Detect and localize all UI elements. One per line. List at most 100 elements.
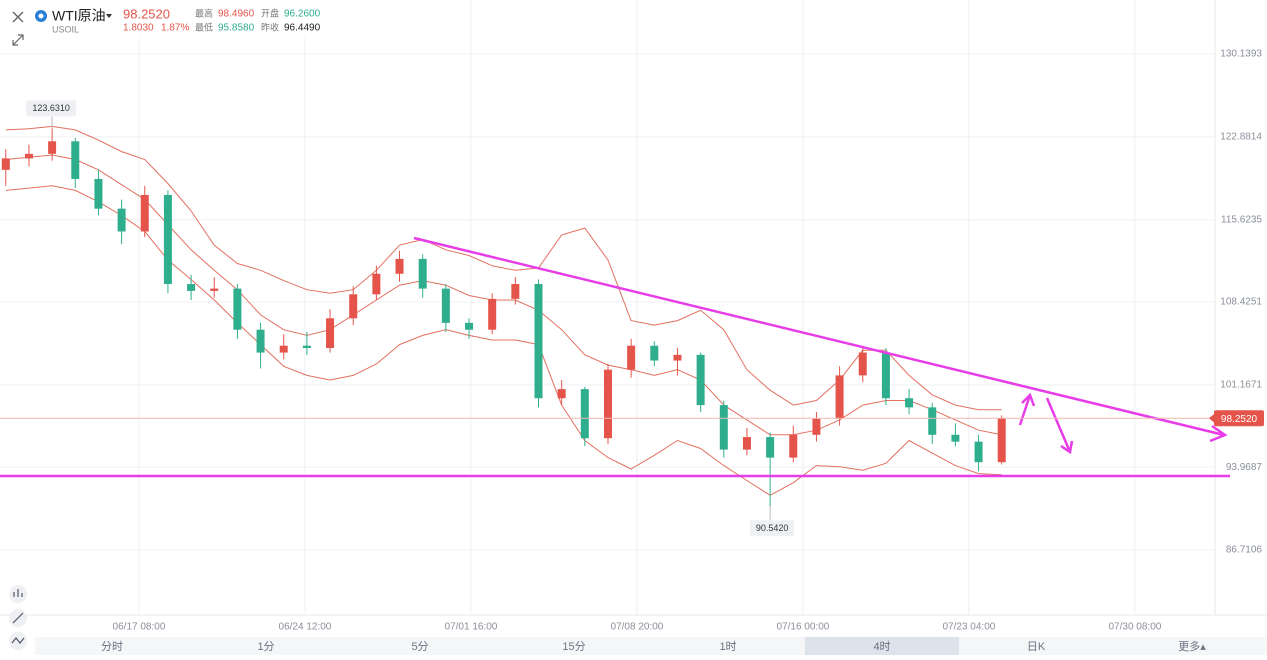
x-tick-label: 07/08 20:00 — [611, 622, 664, 633]
change: 1.8030 — [123, 23, 154, 34]
low-label: 最低 — [195, 21, 213, 32]
timeframe-tab[interactable]: 1时 — [719, 640, 736, 653]
candle-body — [673, 354, 682, 361]
annotation-box — [26, 100, 77, 117]
candle-body — [163, 194, 172, 285]
tabs-bg — [35, 637, 1267, 655]
timeframe-tab[interactable]: 1分 — [257, 640, 274, 653]
candle-body — [94, 178, 103, 209]
open-value: 96.2600 — [284, 9, 321, 20]
candle-body — [302, 345, 311, 348]
last-price: 98.2520 — [123, 6, 170, 21]
candle-body — [951, 434, 960, 442]
candle-body — [210, 288, 219, 291]
candle-body — [881, 352, 890, 399]
candle-body — [488, 298, 497, 330]
candle-body — [766, 437, 775, 458]
header-bg — [0, 0, 420, 38]
candle-body — [719, 405, 728, 450]
candle-body — [974, 441, 983, 463]
candle-body — [603, 369, 612, 439]
candle-body — [395, 258, 404, 274]
prev-close-label: 昨收 — [261, 21, 279, 32]
candle-body — [742, 437, 751, 450]
tool-icons — [11, 589, 25, 644]
x-tick-label: 07/23 04:00 — [942, 622, 995, 633]
trend-drawings — [0, 236, 1230, 478]
tab-selected[interactable] — [805, 637, 959, 655]
timeframe-tab[interactable]: 15分 — [562, 640, 585, 653]
close-button[interactable] — [12, 11, 24, 23]
open-label: 开盘 — [261, 7, 279, 18]
timeframe-tab[interactable]: 4时 — [873, 640, 890, 653]
symbol-name[interactable]: WTI原油 — [52, 8, 106, 24]
low-value: 95.8580 — [218, 23, 255, 34]
candle-body — [418, 258, 427, 289]
last-price-badge — [1214, 410, 1264, 427]
candle-body — [650, 345, 659, 361]
x-tick-label: 07/01 16:00 — [445, 622, 498, 633]
high-label: 最高 — [195, 7, 213, 18]
candle-body — [279, 345, 288, 353]
candle-body — [326, 318, 335, 348]
candle-body — [441, 288, 450, 323]
candle-body — [372, 273, 381, 295]
timeframe-tab[interactable]: 日K — [1027, 641, 1046, 653]
candle-body — [905, 398, 914, 408]
candle-body — [812, 418, 821, 435]
candle-body — [557, 389, 566, 399]
y-tick-label: 101.1671 — [1220, 380, 1262, 391]
timeframe-tab[interactable]: 分时 — [101, 640, 123, 653]
candle-body — [858, 352, 867, 376]
candle-body — [580, 389, 589, 439]
candle-body — [117, 208, 126, 232]
candle-body — [997, 418, 1006, 463]
candle-body — [48, 141, 57, 154]
resistance-line — [413, 236, 1225, 437]
arrow-head — [1209, 424, 1228, 443]
candle-body — [534, 284, 543, 399]
change-pct: 1.87% — [161, 23, 189, 34]
last-price-badge-tip — [1209, 413, 1215, 424]
candle-body — [187, 284, 196, 291]
candle-body — [696, 354, 705, 406]
candle-body — [24, 153, 33, 159]
candle-body — [1, 158, 10, 170]
y-tick-label: 115.6235 — [1221, 214, 1262, 225]
arrow-head — [1060, 440, 1074, 455]
candle-body — [627, 345, 636, 370]
y-tick-label: 93.9687 — [1226, 462, 1263, 473]
x-tick-label: 07/30 08:00 — [1108, 622, 1161, 633]
annotation-box — [750, 520, 795, 537]
candle-body — [465, 322, 474, 330]
candle-body — [835, 375, 844, 419]
candle-body — [256, 329, 265, 353]
candle-body — [349, 294, 358, 319]
last-price-badge-text: 98.2520 — [1221, 414, 1258, 425]
x-tick-label: 06/24 12:00 — [279, 622, 332, 633]
prev-close-value: 96.4490 — [284, 23, 321, 34]
symbol-code: USOIL — [52, 24, 79, 34]
expand-button[interactable] — [12, 34, 24, 46]
candle-body — [71, 141, 80, 179]
y-tick-label: 130.1393 — [1220, 49, 1262, 60]
symbol-logo-dot — [38, 13, 44, 19]
arrow-head — [1021, 392, 1036, 407]
up-arrow — [1018, 394, 1032, 426]
symbol-dropdown[interactable] — [106, 14, 112, 18]
timeframe-tab[interactable]: 5分 — [411, 640, 428, 653]
annotation-label: 90.5420 — [756, 523, 789, 533]
y-tick-label: 108.4251 — [1220, 297, 1262, 308]
x-tick-label: 07/16 00:00 — [777, 622, 830, 633]
candle-body — [789, 434, 798, 458]
down-arrow — [1045, 397, 1072, 453]
candle-body — [233, 288, 242, 330]
x-tick-label: 06/17 08:00 — [113, 622, 166, 633]
candle-body — [928, 407, 937, 435]
annotation-label: 123.6310 — [32, 103, 70, 113]
timeframe-tab[interactable]: 更多▴ — [1178, 639, 1206, 653]
y-tick-label: 122.8814 — [1220, 132, 1262, 143]
